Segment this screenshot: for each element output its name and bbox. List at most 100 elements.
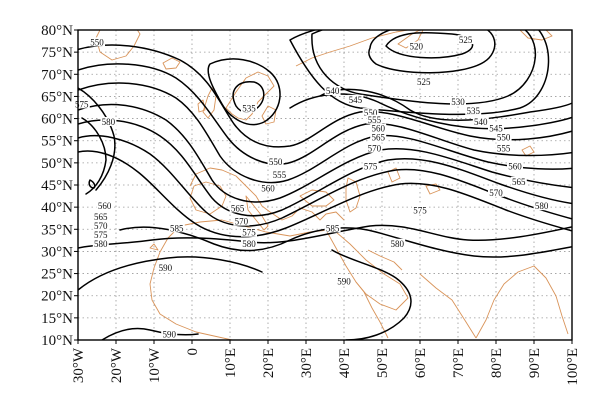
contour-555 bbox=[78, 63, 572, 166]
x-tick-label: 0 bbox=[185, 348, 201, 356]
contour-labels: 5255205255505755805355405455505555605655… bbox=[73, 35, 550, 340]
y-tick-label: 45°N bbox=[41, 178, 73, 194]
coastline-taymyr bbox=[519, 30, 553, 41]
contour-label-halo bbox=[415, 77, 432, 87]
contour-label-halo bbox=[168, 223, 185, 233]
contour-560 bbox=[78, 82, 572, 184]
contour-585 bbox=[119, 226, 572, 258]
coastline-europe-south bbox=[189, 167, 345, 221]
contour-label: 550 bbox=[364, 108, 378, 118]
x-tick-label: 20°W bbox=[109, 347, 125, 383]
contour-label-halo bbox=[457, 35, 474, 45]
coastline-india bbox=[419, 273, 477, 339]
contour-label: 520 bbox=[409, 42, 423, 52]
y-tick-label: 30°N bbox=[41, 244, 73, 260]
contour-label-halo bbox=[488, 187, 504, 197]
contour-label-halo bbox=[92, 229, 109, 239]
contour-label: 550 bbox=[269, 157, 283, 167]
contour-590-south bbox=[101, 327, 199, 340]
coastline-aral bbox=[387, 167, 401, 183]
contour-label-halo bbox=[92, 212, 109, 222]
x-tick-label: 50°E bbox=[375, 348, 391, 378]
contour-label-halo bbox=[366, 143, 383, 153]
y-tick-label: 55°N bbox=[41, 134, 73, 150]
contour-label-halo bbox=[370, 123, 387, 133]
contour-label: 560 bbox=[261, 183, 275, 193]
contour-label-halo bbox=[161, 329, 178, 339]
x-tick-label: 70°E bbox=[451, 348, 467, 378]
contour-label: 565 bbox=[512, 177, 526, 187]
contour-label: 535 bbox=[466, 106, 480, 116]
contour-label-halo bbox=[233, 216, 250, 226]
contour-label: 580 bbox=[242, 239, 256, 249]
coastline-siberia-north bbox=[295, 30, 411, 67]
coastline-black-sea bbox=[299, 189, 335, 207]
coastline-novaya-zemlya bbox=[397, 30, 424, 49]
x-tick-label: 10°E bbox=[223, 348, 239, 378]
contour-label: 575 bbox=[94, 230, 108, 240]
x-tick-label: 100°E bbox=[565, 348, 581, 386]
contour-540 bbox=[207, 58, 572, 126]
contour-label-halo bbox=[412, 205, 428, 215]
latitude-axis: 80°N 75°N 70°N 65°N 60°N 55°N 50°N 45°N 40°N 35°N… bbox=[41, 23, 78, 349]
contour-label-halo bbox=[362, 108, 379, 118]
contour-label: 580 bbox=[102, 117, 116, 127]
contour-580-north bbox=[78, 150, 572, 238]
contour-label: 540 bbox=[474, 117, 488, 127]
contour-label-halo bbox=[336, 276, 352, 286]
contour-label: 565 bbox=[94, 212, 108, 222]
contour-label-halo bbox=[324, 223, 341, 233]
contour-label: 590 bbox=[159, 263, 173, 273]
contour-label: 550 bbox=[90, 37, 104, 47]
contour-label: 555 bbox=[273, 170, 287, 180]
contour-label: 575 bbox=[413, 206, 427, 216]
contour-label-halo bbox=[507, 161, 523, 171]
contour-label: 555 bbox=[497, 144, 511, 154]
contour-label-halo bbox=[510, 176, 527, 186]
contour-label-halo bbox=[271, 170, 288, 180]
y-tick-label: 70°N bbox=[41, 67, 73, 83]
contour-label: 525 bbox=[459, 35, 473, 45]
contour-label-halo bbox=[267, 156, 284, 166]
coastline-baltic bbox=[261, 105, 277, 125]
contour-label: 560 bbox=[98, 201, 112, 211]
contour-label: 550 bbox=[497, 133, 511, 143]
coastline-caspian bbox=[345, 177, 361, 213]
contour-label: 555 bbox=[368, 115, 382, 125]
contour-label-halo bbox=[408, 41, 425, 51]
coastline-iceland bbox=[162, 57, 181, 70]
x-tick-label: 60°E bbox=[413, 348, 429, 378]
y-tick-label: 20°N bbox=[41, 289, 73, 305]
contour-590-east bbox=[331, 249, 412, 340]
contour-label: 565 bbox=[371, 133, 385, 143]
contour-label-halo bbox=[241, 227, 257, 237]
contour-label-halo bbox=[450, 97, 466, 107]
x-tick-label: 10°W bbox=[147, 347, 163, 383]
contour-label: 565 bbox=[231, 203, 245, 213]
contour-565 bbox=[78, 103, 572, 203]
contour-label: 575 bbox=[75, 99, 89, 109]
coastline-persian-gulf bbox=[367, 249, 403, 271]
y-tick-label: 80°N bbox=[41, 23, 73, 39]
contour-label-halo bbox=[241, 238, 257, 248]
contour-label-halo bbox=[324, 86, 341, 95]
coastline-bay-bengal bbox=[533, 265, 569, 335]
contour-label: 575 bbox=[242, 228, 256, 238]
coastline-italy bbox=[245, 195, 269, 231]
coastline-iberia bbox=[189, 181, 227, 215]
contour-label: 585 bbox=[170, 223, 184, 233]
contour-label-halo bbox=[73, 99, 90, 109]
x-tick-label: 80°E bbox=[489, 348, 505, 378]
contour-530 bbox=[311, 30, 536, 105]
coastline-baikal bbox=[521, 145, 535, 157]
y-tick-label: 25°N bbox=[41, 267, 73, 283]
y-tick-label: 50°N bbox=[41, 156, 73, 172]
coastline-scandinavia bbox=[225, 71, 275, 121]
contour-570 bbox=[78, 119, 572, 217]
contour-label: 580 bbox=[535, 201, 549, 211]
contour-label-halo bbox=[362, 161, 379, 171]
contour-label: 560 bbox=[371, 124, 385, 134]
contour-label-halo bbox=[347, 94, 364, 104]
y-tick-label: 15°N bbox=[41, 311, 73, 327]
contour-label-halo bbox=[157, 263, 174, 273]
